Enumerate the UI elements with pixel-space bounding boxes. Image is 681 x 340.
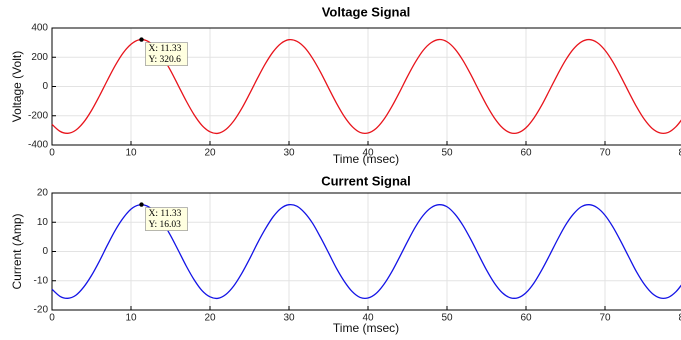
x-tick-label: 70	[599, 313, 611, 324]
x-axis-label: Time (msec)	[333, 321, 399, 335]
x-tick-label: 20	[204, 313, 216, 324]
x-tick-label: 80	[678, 148, 681, 159]
datatip-marker	[139, 37, 144, 42]
chart-title: Current Signal	[321, 173, 411, 188]
axes-box	[51, 27, 681, 146]
y-tick-label: 400	[31, 23, 48, 34]
axes-box	[51, 192, 681, 311]
y-tick-label: 20	[37, 188, 49, 199]
x-tick-label: 30	[283, 148, 295, 159]
y-tick-label: 0	[42, 81, 48, 92]
x-tick-label: 60	[520, 148, 532, 159]
datatip-marker	[139, 202, 144, 207]
subplot: Current Signal Time (msec) Current (Amp) -2…	[10, 173, 681, 335]
x-tick-label: 0	[49, 148, 55, 159]
datatip-label: X: 11.33	[149, 44, 182, 54]
datatip-label: Y: 16.03	[149, 220, 182, 230]
x-tick-label: 20	[204, 148, 216, 159]
datatip-box	[145, 42, 188, 66]
y-axis-label: Voltage (Volt)	[10, 51, 24, 122]
x-tick-label: 50	[441, 313, 453, 324]
chart-title: Voltage Signal	[322, 4, 411, 19]
datatip-label: Y: 320.6	[149, 55, 182, 65]
x-tick-label: 70	[599, 148, 611, 159]
y-axis-label: Current (Amp)	[10, 213, 24, 289]
y-tick-label: -20	[34, 305, 49, 316]
x-tick-label: 50	[441, 148, 453, 159]
y-tick-label: -400	[28, 140, 48, 151]
x-tick-label: 80	[678, 313, 681, 324]
x-tick-label: 40	[362, 313, 374, 324]
y-tick-label: 10	[37, 217, 49, 228]
datatip-label: X: 11.33	[149, 209, 182, 219]
x-tick-label: 10	[125, 313, 137, 324]
x-axis-label: Time (msec)	[333, 152, 399, 166]
datatip-box	[145, 207, 188, 231]
x-tick-label: 40	[362, 148, 374, 159]
x-tick-label: 10	[125, 148, 137, 159]
x-tick-label: 60	[520, 313, 532, 324]
y-tick-label: 0	[42, 246, 48, 257]
y-tick-label: -10	[34, 275, 49, 286]
y-tick-label: 200	[31, 52, 48, 63]
x-tick-label: 30	[283, 313, 295, 324]
y-tick-label: -200	[28, 110, 48, 121]
x-tick-label: 0	[49, 313, 55, 324]
